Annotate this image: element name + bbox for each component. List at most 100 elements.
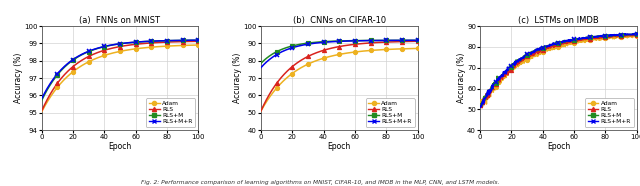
RLS: [38, 110, 45, 112]
Adam: [552, 47, 559, 49]
RLS+M: [413, 39, 421, 41]
RLS+M: [551, 43, 559, 45]
RLS: [625, 34, 633, 36]
RLS+M+R: [332, 40, 340, 43]
Line: Adam: Adam: [261, 48, 417, 111]
RLS+M: [195, 39, 202, 41]
Line: RLS+M+R: RLS+M+R: [261, 40, 417, 68]
Adam: [166, 45, 174, 47]
Adam: [413, 47, 421, 49]
RLS+M+R: [632, 33, 640, 35]
Line: RLS: RLS: [480, 35, 637, 108]
X-axis label: Epoch: Epoch: [547, 142, 570, 151]
RLS+M+R: [113, 43, 121, 45]
RLS+M+R: [385, 39, 393, 41]
Line: RLS: RLS: [261, 41, 417, 111]
RLS: [570, 40, 577, 42]
Line: RLS+M: RLS+M: [261, 40, 417, 63]
RLS+M+R: [633, 33, 640, 36]
Line: RLS+M: RLS+M: [42, 40, 198, 101]
RLS: [131, 43, 139, 46]
RLS+M+R: [112, 43, 120, 45]
RLS: [605, 36, 612, 38]
RLS: [630, 34, 637, 36]
RLS: [385, 41, 393, 43]
RLS+M+R: [561, 40, 569, 42]
RLS+M: [122, 42, 130, 44]
RLS+M+R: [191, 39, 198, 41]
RLS: [342, 44, 349, 47]
RLS+M+R: [332, 40, 339, 43]
RLS: [112, 46, 120, 49]
RLS+M+R: [166, 39, 174, 42]
RLS+M: [630, 33, 637, 36]
Adam: [605, 38, 612, 40]
Title: (b)  CNNs on CIFAR-10: (b) CNNs on CIFAR-10: [292, 16, 386, 25]
Adam: [632, 34, 639, 36]
Adam: [191, 44, 198, 46]
RLS+M: [257, 62, 265, 65]
Title: (c)  LSTMs on IMDB: (c) LSTMs on IMDB: [518, 16, 599, 25]
Adam: [332, 54, 340, 56]
Adam: [630, 35, 637, 38]
RLS: [551, 44, 559, 47]
RLS+M: [131, 41, 139, 43]
Adam: [633, 35, 640, 37]
RLS+M+R: [350, 40, 358, 42]
RLS: [476, 105, 484, 108]
RLS: [195, 40, 202, 42]
RLS+M: [385, 39, 393, 41]
RLS+M: [605, 35, 612, 37]
Line: RLS: RLS: [42, 41, 198, 111]
Legend: Adam, RLS, RLS+M, RLS+M+R: Adam, RLS, RLS+M, RLS+M+R: [147, 99, 195, 127]
RLS+M: [561, 40, 569, 42]
RLS+M+R: [342, 40, 349, 42]
RLS+M+R: [413, 39, 421, 41]
RLS: [413, 40, 421, 42]
Adam: [478, 106, 486, 109]
Adam: [350, 51, 358, 53]
Adam: [342, 52, 349, 54]
X-axis label: Epoch: Epoch: [328, 142, 351, 151]
RLS: [410, 40, 417, 42]
Text: Fig. 2: Performance comparison of learning algorithms on MNIST, CIFAR-10, and IM: Fig. 2: Performance comparison of learni…: [141, 180, 499, 185]
Legend: Adam, RLS, RLS+M, RLS+M+R: Adam, RLS, RLS+M, RLS+M+R: [585, 99, 634, 127]
RLS+M+R: [195, 39, 202, 41]
RLS+M: [342, 40, 349, 42]
RLS: [257, 110, 265, 112]
RLS: [122, 44, 130, 47]
RLS: [166, 41, 174, 43]
Adam: [561, 46, 569, 48]
Adam: [113, 51, 121, 53]
RLS+M: [630, 33, 637, 35]
Line: RLS+M+R: RLS+M+R: [42, 40, 198, 99]
Adam: [332, 54, 339, 56]
RLS+M: [570, 39, 577, 41]
RLS+M: [191, 39, 198, 41]
Adam: [257, 110, 265, 112]
RLS+M+R: [257, 67, 265, 69]
RLS: [332, 46, 339, 49]
RLS+M+R: [410, 39, 417, 41]
RLS: [191, 40, 198, 42]
Adam: [195, 44, 202, 46]
Adam: [112, 51, 120, 53]
RLS: [332, 46, 340, 48]
Line: RLS+M+R: RLS+M+R: [480, 34, 637, 107]
RLS+M: [477, 105, 484, 107]
RLS+M+R: [476, 106, 484, 108]
Adam: [122, 49, 130, 51]
RLS: [633, 34, 640, 36]
RLS+M: [113, 43, 121, 45]
RLS+M: [476, 104, 484, 106]
RLS+M: [166, 39, 174, 42]
Legend: Adam, RLS, RLS+M, RLS+M+R: Adam, RLS, RLS+M, RLS+M+R: [365, 99, 415, 127]
RLS+M: [633, 33, 640, 35]
RLS+M: [410, 39, 417, 41]
RLS: [552, 45, 559, 47]
Adam: [385, 48, 393, 50]
RLS+M+R: [38, 98, 45, 100]
Adam: [476, 101, 484, 103]
RLS+M+R: [131, 41, 139, 43]
RLS+M: [332, 40, 339, 42]
